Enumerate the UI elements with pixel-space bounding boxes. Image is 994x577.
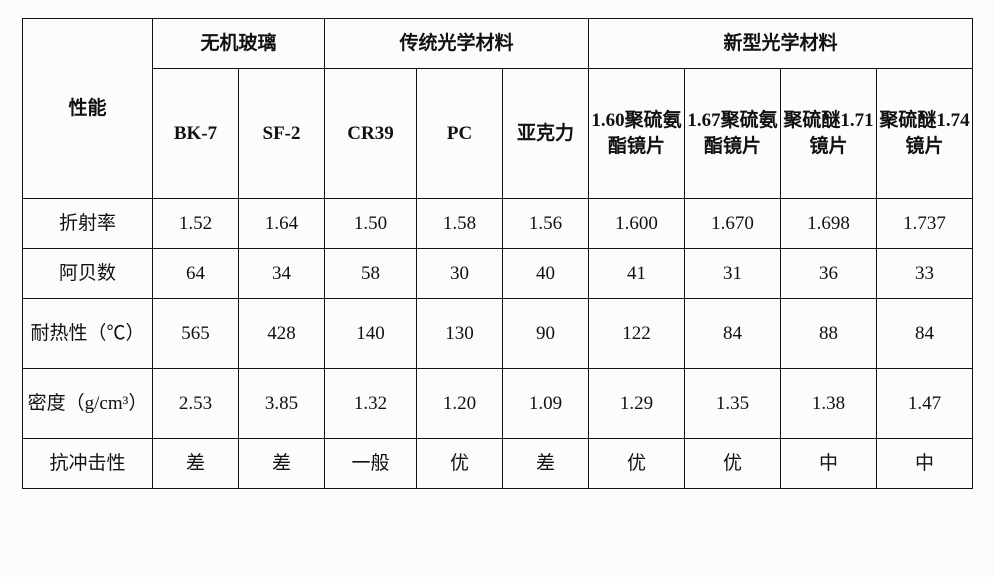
cell: 1.698 [781,199,877,249]
cell: 130 [417,299,503,369]
header-group-inorganic-glass: 无机玻璃 [153,19,325,69]
header-group-new-optical: 新型光学材料 [589,19,973,69]
col-171: 聚硫醚1.71镜片 [781,69,877,199]
cell: 优 [589,439,685,489]
cell: 30 [417,249,503,299]
cell: 122 [589,299,685,369]
col-sf2: SF-2 [239,69,325,199]
cell: 31 [685,249,781,299]
col-174: 聚硫醚1.74镜片 [877,69,973,199]
cell: 565 [153,299,239,369]
materials-table: 性能 无机玻璃 传统光学材料 新型光学材料 BK-7 SF-2 CR39 PC … [22,18,973,489]
col-167: 1.67聚硫氨酯镜片 [685,69,781,199]
cell: 41 [589,249,685,299]
col-pc: PC [417,69,503,199]
cell: 1.35 [685,369,781,439]
cell: 1.47 [877,369,973,439]
row-label-abbe: 阿贝数 [23,249,153,299]
cell: 优 [417,439,503,489]
col-bk7: BK-7 [153,69,239,199]
table-row: 抗冲击性 差 差 一般 优 差 优 优 中 中 [23,439,973,489]
cell: 1.32 [325,369,417,439]
row-header-label: 性能 [23,19,153,199]
cell: 1.50 [325,199,417,249]
cell: 1.38 [781,369,877,439]
row-label-heat: 耐热性（℃） [23,299,153,369]
cell: 34 [239,249,325,299]
header-group-traditional-optical: 传统光学材料 [325,19,589,69]
cell: 33 [877,249,973,299]
cell: 64 [153,249,239,299]
row-label-density: 密度（g/cm³） [23,369,153,439]
cell: 1.737 [877,199,973,249]
cell: 1.29 [589,369,685,439]
cell: 2.53 [153,369,239,439]
cell: 1.52 [153,199,239,249]
cell: 一般 [325,439,417,489]
table-row: 折射率 1.52 1.64 1.50 1.58 1.56 1.600 1.670… [23,199,973,249]
cell: 差 [503,439,589,489]
cell: 36 [781,249,877,299]
col-160: 1.60聚硫氨酯镜片 [589,69,685,199]
cell: 中 [781,439,877,489]
cell: 58 [325,249,417,299]
cell: 90 [503,299,589,369]
cell: 3.85 [239,369,325,439]
header-group-row: 性能 无机玻璃 传统光学材料 新型光学材料 [23,19,973,69]
cell: 84 [877,299,973,369]
cell: 140 [325,299,417,369]
cell: 1.64 [239,199,325,249]
cell: 1.670 [685,199,781,249]
cell: 40 [503,249,589,299]
table-row: 密度（g/cm³） 2.53 3.85 1.32 1.20 1.09 1.29 … [23,369,973,439]
table-row: 耐热性（℃） 565 428 140 130 90 122 84 88 84 [23,299,973,369]
row-label-refractive-index: 折射率 [23,199,153,249]
header-sub-row: BK-7 SF-2 CR39 PC 亚克力 1.60聚硫氨酯镜片 1.67聚硫氨… [23,69,973,199]
row-label-impact: 抗冲击性 [23,439,153,489]
cell: 中 [877,439,973,489]
col-cr39: CR39 [325,69,417,199]
cell: 差 [153,439,239,489]
table-row: 阿贝数 64 34 58 30 40 41 31 36 33 [23,249,973,299]
cell: 428 [239,299,325,369]
cell: 88 [781,299,877,369]
cell: 1.09 [503,369,589,439]
cell: 1.56 [503,199,589,249]
cell: 1.20 [417,369,503,439]
cell: 差 [239,439,325,489]
col-acrylic: 亚克力 [503,69,589,199]
cell: 1.58 [417,199,503,249]
cell: 1.600 [589,199,685,249]
cell: 84 [685,299,781,369]
cell: 优 [685,439,781,489]
